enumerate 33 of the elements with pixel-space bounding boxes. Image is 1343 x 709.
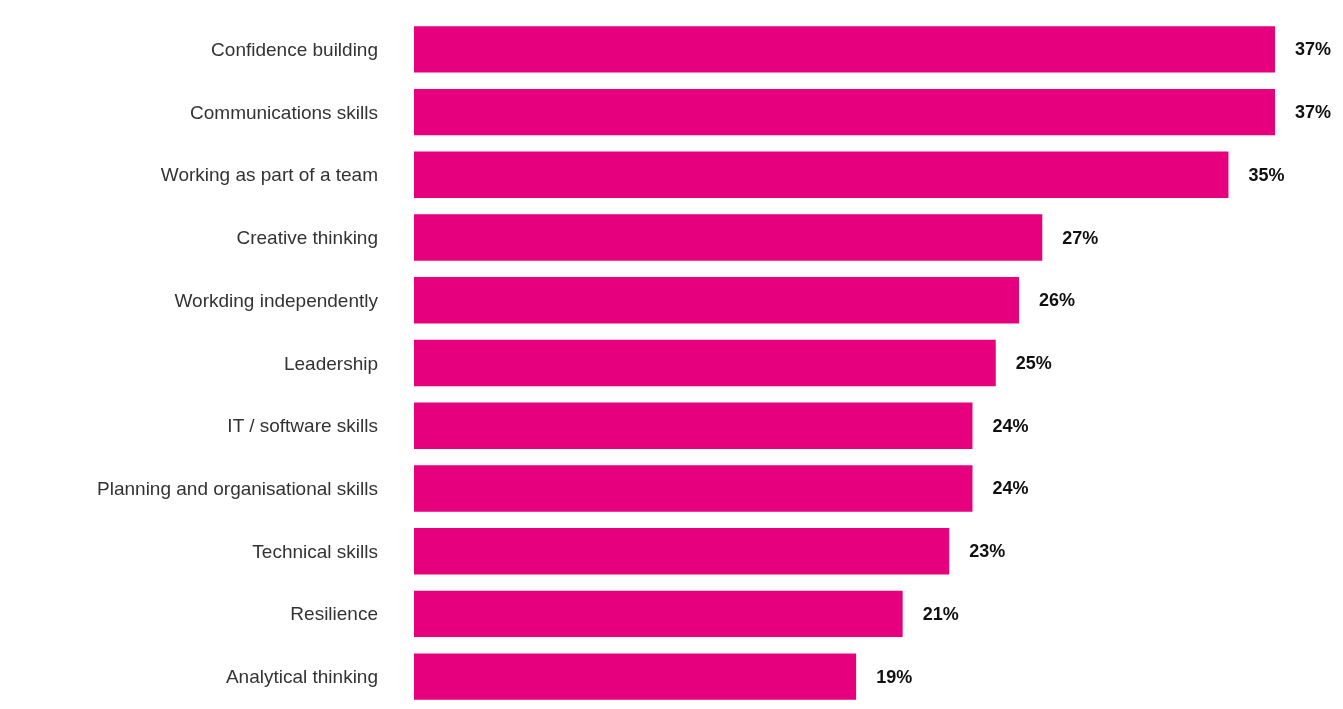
bar: [414, 214, 1043, 261]
bar: [414, 590, 903, 638]
data-label: 25%: [1015, 353, 1052, 373]
data-label: 27%: [1062, 227, 1099, 248]
y-tick-label: Working as part of a team: [160, 164, 378, 186]
data-label: 37%: [1295, 39, 1332, 60]
bar: [414, 653, 857, 700]
bar: [414, 151, 1229, 199]
y-tick-label: Resilience: [290, 603, 378, 625]
data-label: 24%: [992, 415, 1029, 436]
y-tick-label: Creative thinking: [236, 227, 378, 249]
bar: [414, 402, 973, 449]
data-label: 26%: [1039, 290, 1076, 311]
data-label: 24%: [992, 478, 1029, 499]
bar: [414, 26, 1275, 73]
y-tick-label: Workding independently: [174, 289, 379, 311]
data-label: 21%: [922, 603, 959, 624]
y-tick-label: Analytical thinking: [225, 666, 378, 688]
bar: [414, 88, 1275, 136]
data-label: 19%: [876, 666, 913, 687]
y-tick-label: IT / software skills: [227, 415, 378, 437]
y-tick-label: Leadership: [283, 352, 378, 374]
bar: [414, 277, 1020, 324]
y-tick-label: Technical skills: [252, 540, 378, 562]
y-tick-label: Planning and organisational skills: [97, 477, 378, 499]
bar: [414, 465, 973, 512]
y-tick-label: Confidence building: [211, 38, 378, 60]
bar: [414, 339, 996, 387]
data-label: 37%: [1295, 102, 1332, 123]
y-tick-label: Communications skills: [190, 101, 378, 123]
data-label: 23%: [969, 541, 1006, 562]
data-label: 35%: [1248, 164, 1285, 185]
bar: [414, 527, 950, 575]
